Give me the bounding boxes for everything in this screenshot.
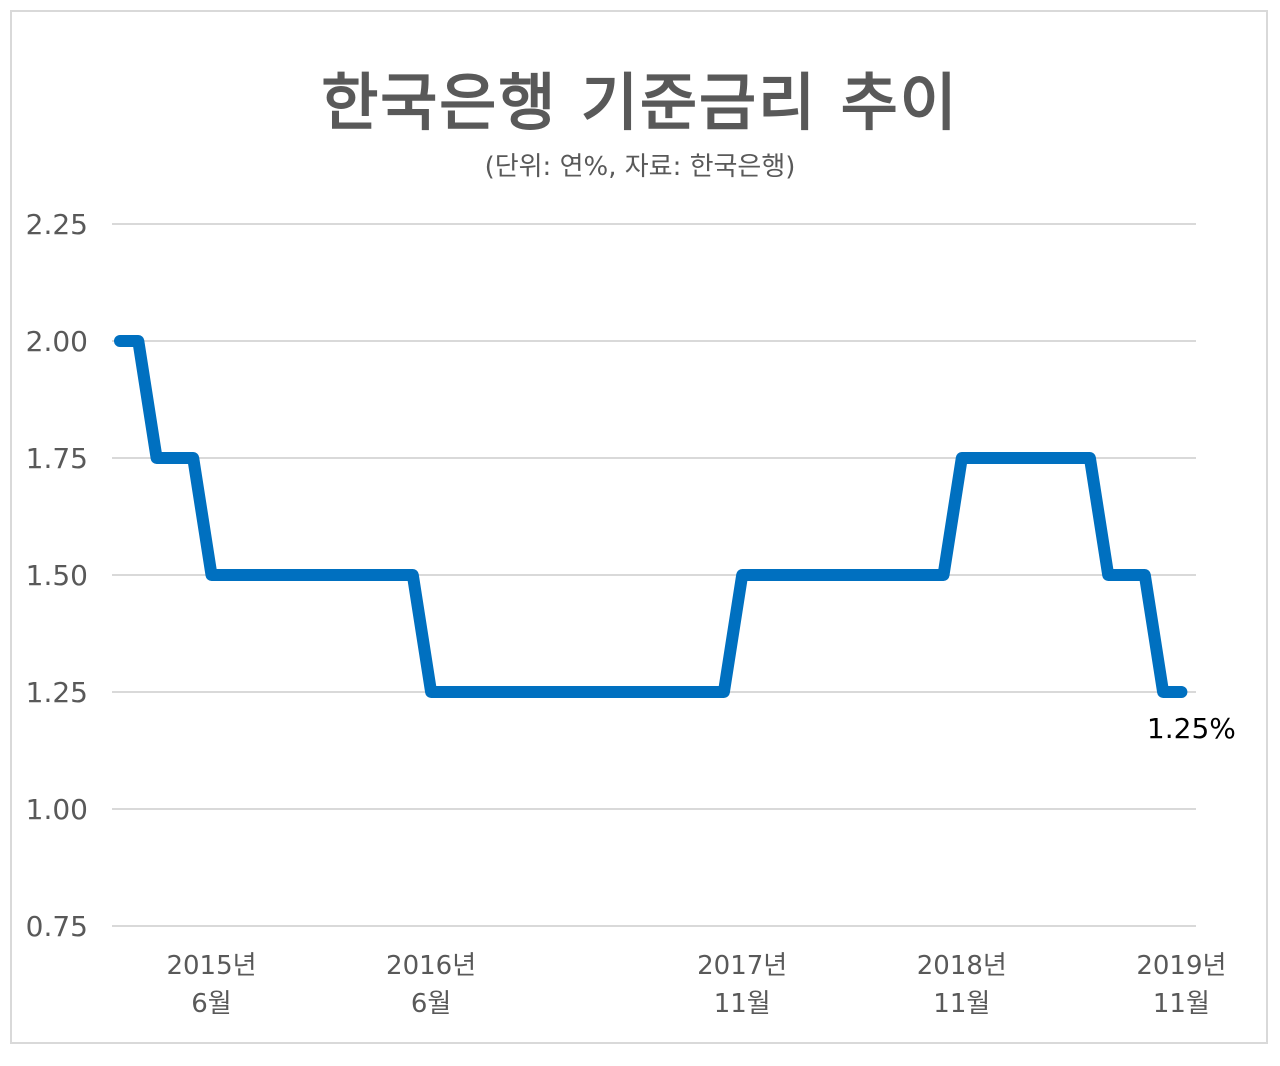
x-tick-label: 2017년	[697, 951, 787, 981]
x-tick-label: 11월	[933, 989, 990, 1019]
y-tick-label: 2.25	[26, 208, 88, 241]
y-tick-label: 1.00	[26, 793, 88, 826]
y-tick-label: 1.25	[26, 676, 88, 709]
y-tick-label: 2.00	[26, 325, 88, 358]
x-tick-label: 2019년	[1136, 951, 1226, 981]
x-tick-label: 2016년	[386, 951, 476, 981]
x-tick-label: 11월	[714, 989, 771, 1019]
y-tick-label: 1.75	[26, 442, 88, 475]
data-label: 1.25%	[1147, 712, 1236, 745]
y-tick-label: 0.75	[26, 910, 88, 943]
x-tick-label: 2015년	[166, 951, 256, 981]
chart-title: 한국은행 기준금리 추이	[321, 66, 959, 139]
series-line	[114, 335, 1188, 698]
x-tick-label: 11월	[1153, 989, 1210, 1019]
y-tick-label: 1.50	[26, 559, 88, 592]
x-tick-label: 2018년	[917, 951, 1007, 981]
x-tick-label: 6월	[411, 989, 451, 1019]
x-tick-label: 6월	[191, 989, 231, 1019]
chart-subtitle: (단위: 연%, 자료: 한국은행)	[484, 152, 796, 182]
chart-frame	[10, 10, 1268, 1044]
